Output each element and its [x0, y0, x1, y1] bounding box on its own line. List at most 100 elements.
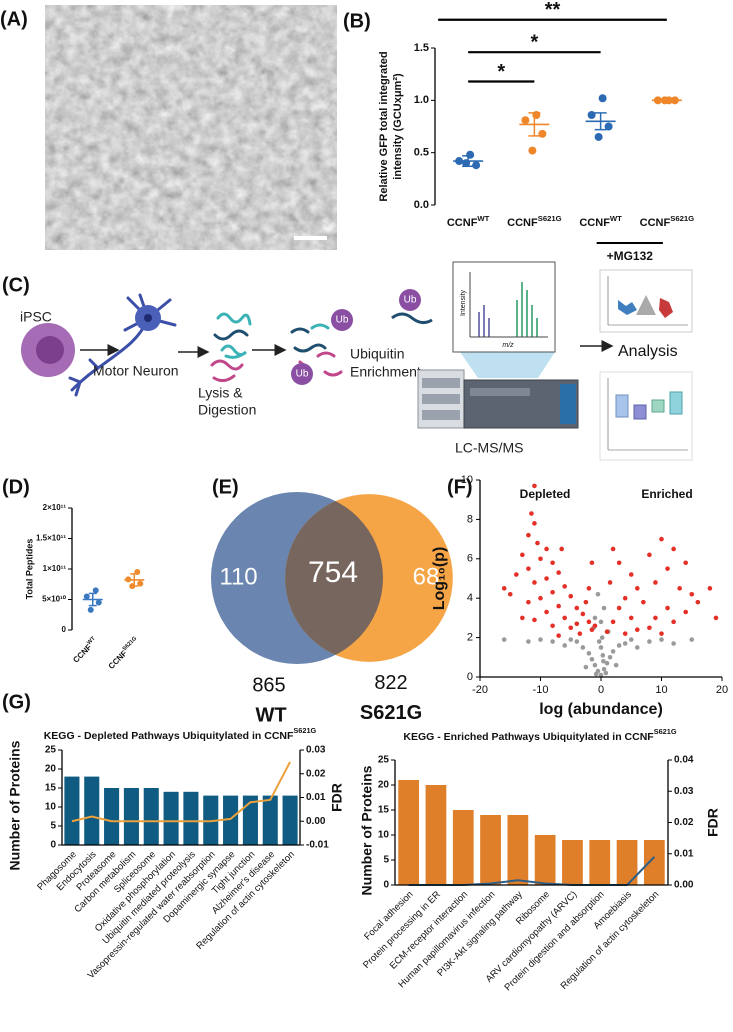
data-point [653, 580, 658, 585]
data-point [622, 595, 628, 601]
data-point [550, 639, 555, 644]
data-point [628, 615, 634, 621]
data-point [574, 621, 580, 627]
data-point [593, 671, 599, 677]
data-point [616, 560, 622, 566]
venn-count: 110 [219, 563, 257, 590]
panel-label: (E) [212, 476, 239, 498]
bar [262, 795, 278, 845]
y-tick-label: 0 [50, 840, 56, 851]
y-tick-label: 5 [383, 855, 389, 866]
data-point [520, 615, 525, 621]
y-tick-label: 5 [50, 821, 56, 832]
bar [163, 791, 179, 845]
data-point [594, 132, 603, 141]
scale-bar [294, 236, 327, 240]
bar [183, 791, 199, 845]
data-point [616, 643, 622, 648]
data-point [610, 619, 616, 625]
diagram-label: Analysis [618, 343, 678, 360]
y2-tick-label: 0.01 [674, 848, 694, 859]
data-point [466, 150, 475, 159]
data-point [586, 619, 592, 625]
diagram-label: Digestion [198, 402, 256, 418]
venn-name: S621G [360, 702, 422, 724]
data-point [665, 566, 670, 571]
data-point [592, 623, 598, 629]
data-point [628, 637, 634, 642]
data-point [713, 615, 719, 621]
data-point [538, 637, 543, 642]
label: CCNFWT [71, 636, 100, 665]
data-point [538, 556, 543, 562]
ubiquitin [399, 289, 421, 311]
panel-label: (G) [2, 691, 31, 713]
data-point [577, 631, 583, 636]
label: CCNFS621G [640, 214, 695, 229]
data-point [574, 605, 580, 611]
data-point [559, 546, 564, 552]
data-point [580, 611, 586, 617]
data-point [604, 660, 610, 666]
y-tick-label: 4 [467, 592, 473, 604]
y2-tick-label: -0.01 [306, 840, 329, 851]
data-point [568, 625, 574, 631]
data-point [137, 580, 144, 587]
diagram-label: Motor Neuron [93, 363, 179, 379]
data-point [95, 599, 102, 606]
y-tick-label: 5×10¹⁰ [42, 595, 67, 604]
data-point [550, 623, 555, 629]
venn-overlap-count: 754 [308, 556, 358, 589]
data-point [592, 662, 598, 668]
label-sup: S621G [670, 214, 694, 223]
diagram-label: iPSC [20, 309, 52, 325]
y2-tick-label: 0.02 [306, 768, 326, 779]
data-point [603, 670, 609, 676]
y2-tick-label: 0.03 [306, 745, 326, 756]
panel-label: (F) [447, 476, 473, 498]
data-point [647, 625, 652, 631]
data-point [526, 639, 531, 644]
data-point [647, 639, 652, 644]
y2-axis-label: FDR [705, 808, 721, 837]
x-tick-label: 10 [655, 684, 667, 696]
micrograph [45, 5, 337, 250]
bar [64, 776, 80, 845]
x-axis-label: log (abundance) [539, 701, 663, 718]
data-point [586, 586, 592, 591]
data-point [583, 664, 589, 670]
y-tick-label: 8 [467, 513, 473, 525]
data-point [598, 672, 604, 678]
bar [104, 788, 120, 845]
data-point [598, 94, 607, 103]
label-main: CCNF [640, 217, 671, 229]
data-point [659, 536, 664, 542]
data-point [586, 651, 592, 656]
data-point [689, 591, 695, 597]
data-point [529, 511, 534, 516]
label-sup: S621G [654, 727, 677, 736]
data-point [87, 606, 94, 613]
mass-spectrometer [417, 369, 579, 429]
data-point [616, 605, 622, 611]
data-point [589, 560, 595, 566]
bar [425, 785, 447, 885]
data-point [532, 617, 537, 623]
y2-tick-label: 0.04 [674, 755, 694, 766]
data-point [601, 605, 607, 611]
y-axis-label: Number of Proteins [7, 740, 23, 870]
label-main: KEGG - Depleted Pathways Ubiquitylated i… [44, 730, 294, 742]
significance-label: * [497, 61, 505, 83]
data-point [568, 637, 574, 642]
label-main: KEGG - Enriched Pathways Ubiquitylated i… [403, 731, 654, 743]
spectrum-axis-label: m/z [502, 342, 514, 349]
data-point [92, 587, 99, 594]
data-point [707, 586, 713, 591]
panel-label: (B) [343, 10, 371, 32]
venn-total: 822 [374, 672, 407, 694]
data-point [556, 603, 561, 609]
data-point [580, 645, 586, 650]
y-axis-label: Relative GFP total integrated [378, 51, 390, 201]
venn-name: WT [255, 704, 286, 726]
label: CCNFWT [579, 214, 622, 229]
